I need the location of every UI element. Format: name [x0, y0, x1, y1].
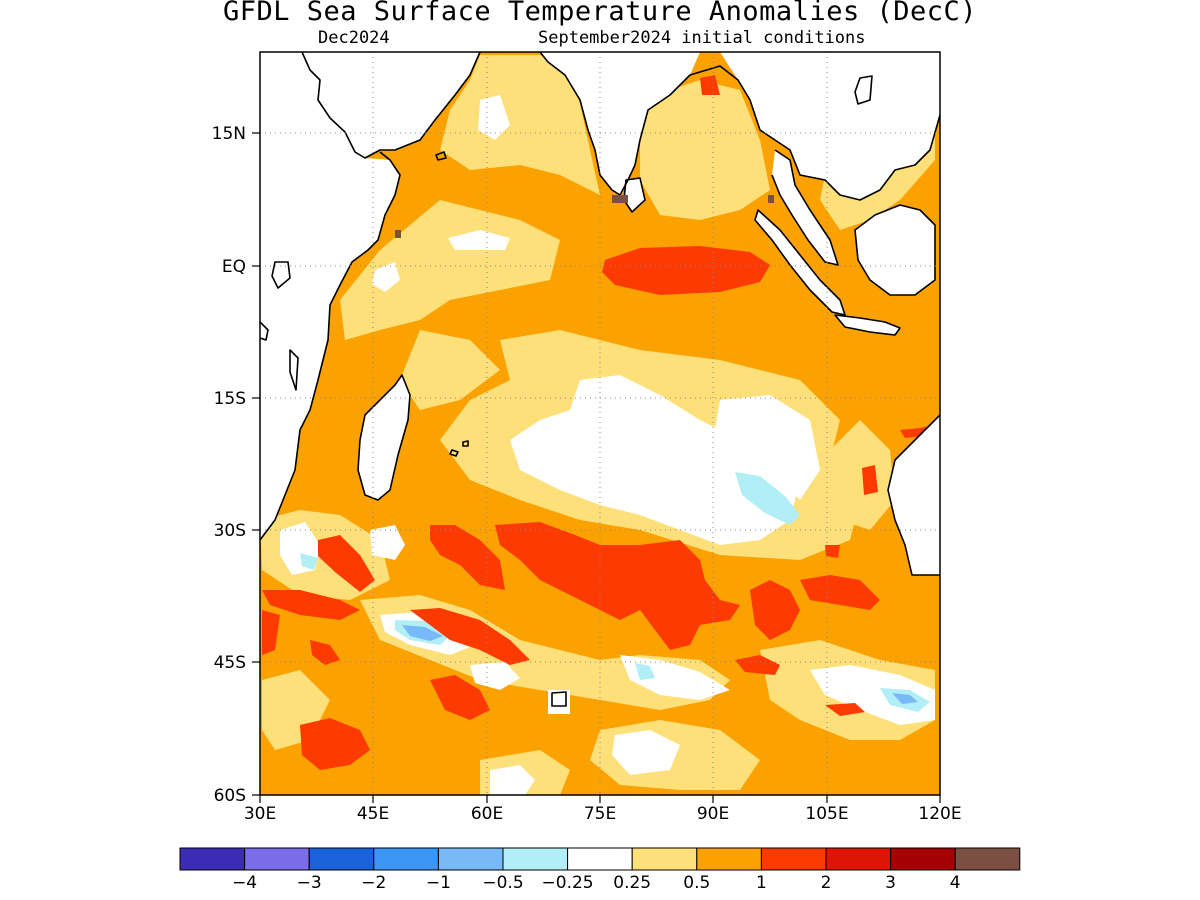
lat-label-15s: 15S: [214, 389, 246, 409]
colorbar-swatch: [760, 847, 827, 871]
init-conditions-label: September2024 initial conditions: [538, 28, 866, 48]
colorbar-swatch: [179, 847, 246, 871]
colorbar-swatch: [890, 847, 956, 871]
colorbar-label: 1: [756, 873, 767, 893]
anomaly-blue-areas: [402, 625, 918, 704]
lon-label-75e: 75E: [584, 804, 616, 824]
anomaly-field: [260, 52, 940, 795]
lat-label-eq: EQ: [222, 257, 246, 277]
lon-label-60e: 60E: [471, 804, 503, 824]
colorbar-label: 4: [950, 873, 961, 893]
colorbar-label: 0.25: [613, 873, 651, 893]
colorbar-labels: −4 −3 −2 −1 −0.5 −0.25 0.25 0.5 1 2 3 4: [232, 873, 961, 893]
colorbar: [179, 847, 1021, 871]
axis-ticks: [252, 132, 941, 803]
lon-label-45e: 45E: [357, 804, 389, 824]
colorbar-swatch: [244, 847, 310, 871]
colorbar-swatch: [308, 847, 375, 871]
anomaly-brown-areas: [395, 195, 774, 238]
lat-label-60s: 60S: [214, 786, 246, 806]
colorbar-label: −2: [361, 873, 386, 893]
colorbar-label: −1: [426, 873, 451, 893]
colorbar-swatch: [502, 847, 569, 871]
colorbar-swatch: [825, 847, 892, 871]
lat-label-45s: 45S: [214, 653, 246, 673]
colorbar-label: 0.5: [683, 873, 710, 893]
colorbar-label: −3: [297, 873, 322, 893]
colorbar-label: −0.5: [482, 873, 523, 893]
colorbar-swatch: [696, 847, 762, 871]
colorbar-label: 3: [885, 873, 896, 893]
colorbar-swatch: [954, 847, 1021, 871]
colorbar-label: −4: [232, 873, 257, 893]
target-month-label: Dec2024: [318, 28, 390, 48]
colorbar-swatch: [567, 847, 633, 871]
colorbar-swatch: [373, 847, 439, 871]
lat-label-30s: 30S: [214, 521, 246, 541]
grid-lines: [260, 52, 940, 795]
lon-label-30e: 30E: [244, 804, 276, 824]
coastlines: [260, 52, 940, 707]
colorbar-swatch: [437, 847, 504, 871]
lon-label-105e: 105E: [805, 804, 848, 824]
colorbar-label: 2: [821, 873, 832, 893]
colorbar-swatch: [631, 847, 698, 871]
lat-label-15n: 15N: [212, 124, 246, 144]
lon-label-90e: 90E: [697, 804, 729, 824]
colorbar-label: −0.25: [542, 873, 594, 893]
map-title: GFDL Sea Surface Temperature Anomalies (…: [223, 0, 977, 27]
lon-label-120e: 120E: [918, 804, 961, 824]
